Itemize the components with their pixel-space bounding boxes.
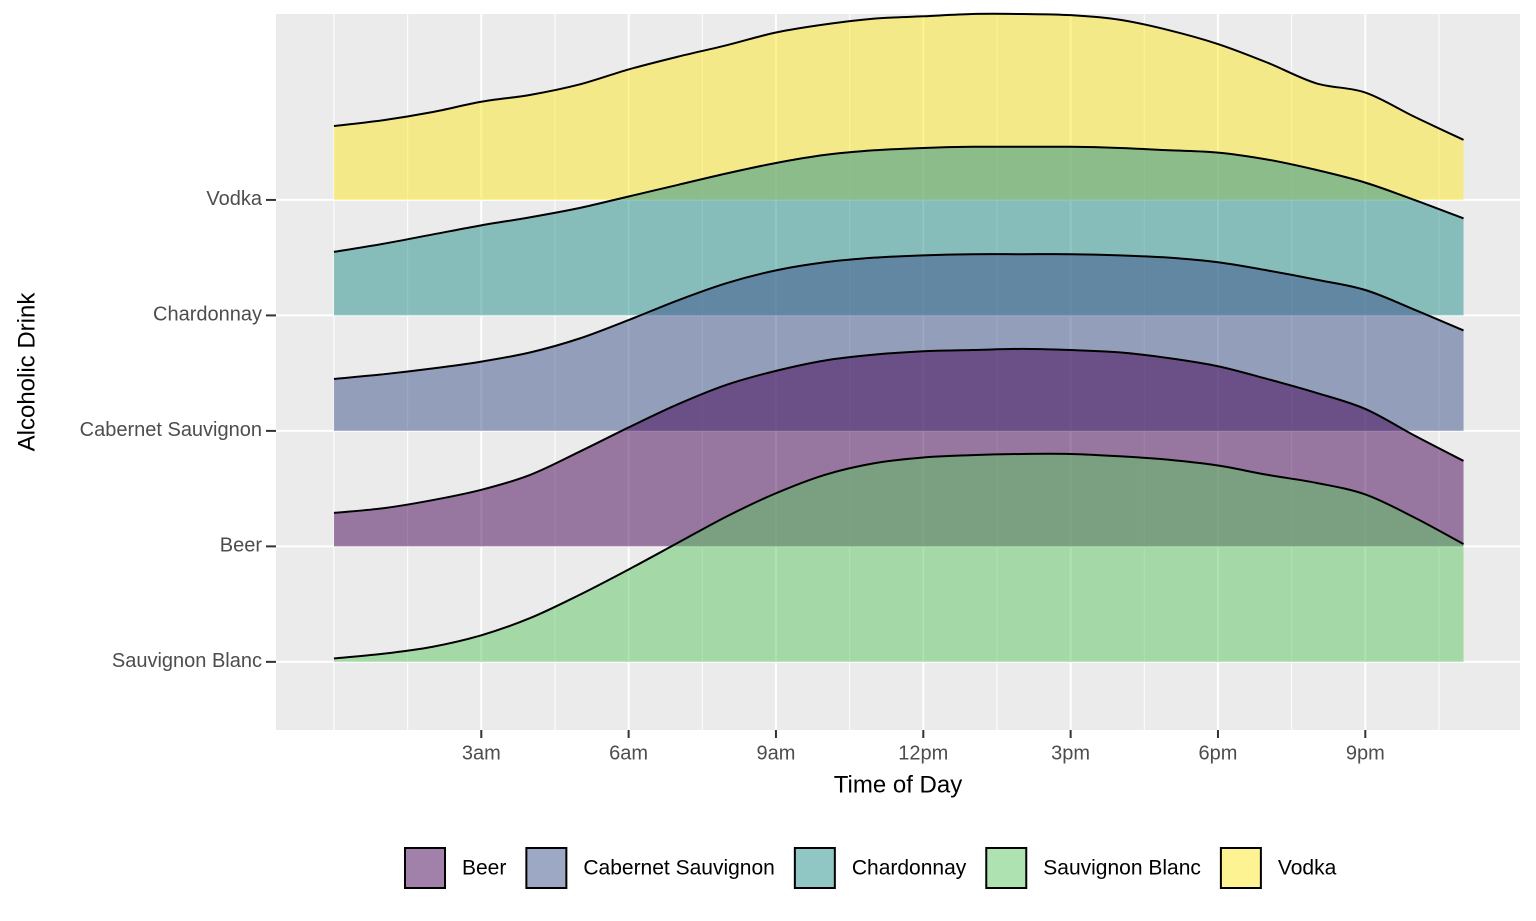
ridge-line — [333, 347, 1464, 514]
legend-label: Sauvignon Blanc — [1043, 857, 1201, 880]
y-tick-label: Chardonnay — [153, 304, 262, 326]
legend-label: Cabernet Sauvignon — [583, 857, 774, 880]
y-tick-label: Cabernet Sauvignon — [80, 419, 262, 441]
ridge-area — [333, 453, 1464, 662]
legend-key — [404, 847, 446, 889]
ridge-line — [333, 145, 1464, 253]
x-tick-label: 9pm — [1346, 742, 1385, 764]
ridge-line — [333, 12, 1464, 141]
ridge-line — [333, 253, 1464, 380]
x-tick-label: 6am — [609, 742, 648, 764]
legend-key — [1219, 847, 1262, 889]
legend-key — [525, 847, 568, 889]
y-tick-label: Sauvignon Blanc — [112, 650, 262, 672]
x-tick-label: 9am — [757, 742, 796, 764]
legend-label: Vodka — [1278, 857, 1337, 880]
x-tick-label: 3am — [462, 742, 501, 764]
legend-key — [985, 847, 1028, 889]
legend-label: Beer — [462, 857, 506, 880]
ridge-line — [333, 452, 1464, 660]
x-axis-title: Time of Day — [834, 771, 962, 798]
legend-key — [793, 847, 836, 889]
x-tick-label: 12pm — [898, 742, 948, 764]
legend-label: Chardonnay — [852, 857, 967, 880]
y-axis-title: Alcoholic Drink — [13, 292, 40, 452]
y-tick-label: Beer — [220, 535, 263, 557]
x-tick-label: 3pm — [1051, 742, 1090, 764]
y-tick-label: Vodka — [206, 188, 262, 210]
x-tick-label: 6pm — [1199, 742, 1238, 764]
